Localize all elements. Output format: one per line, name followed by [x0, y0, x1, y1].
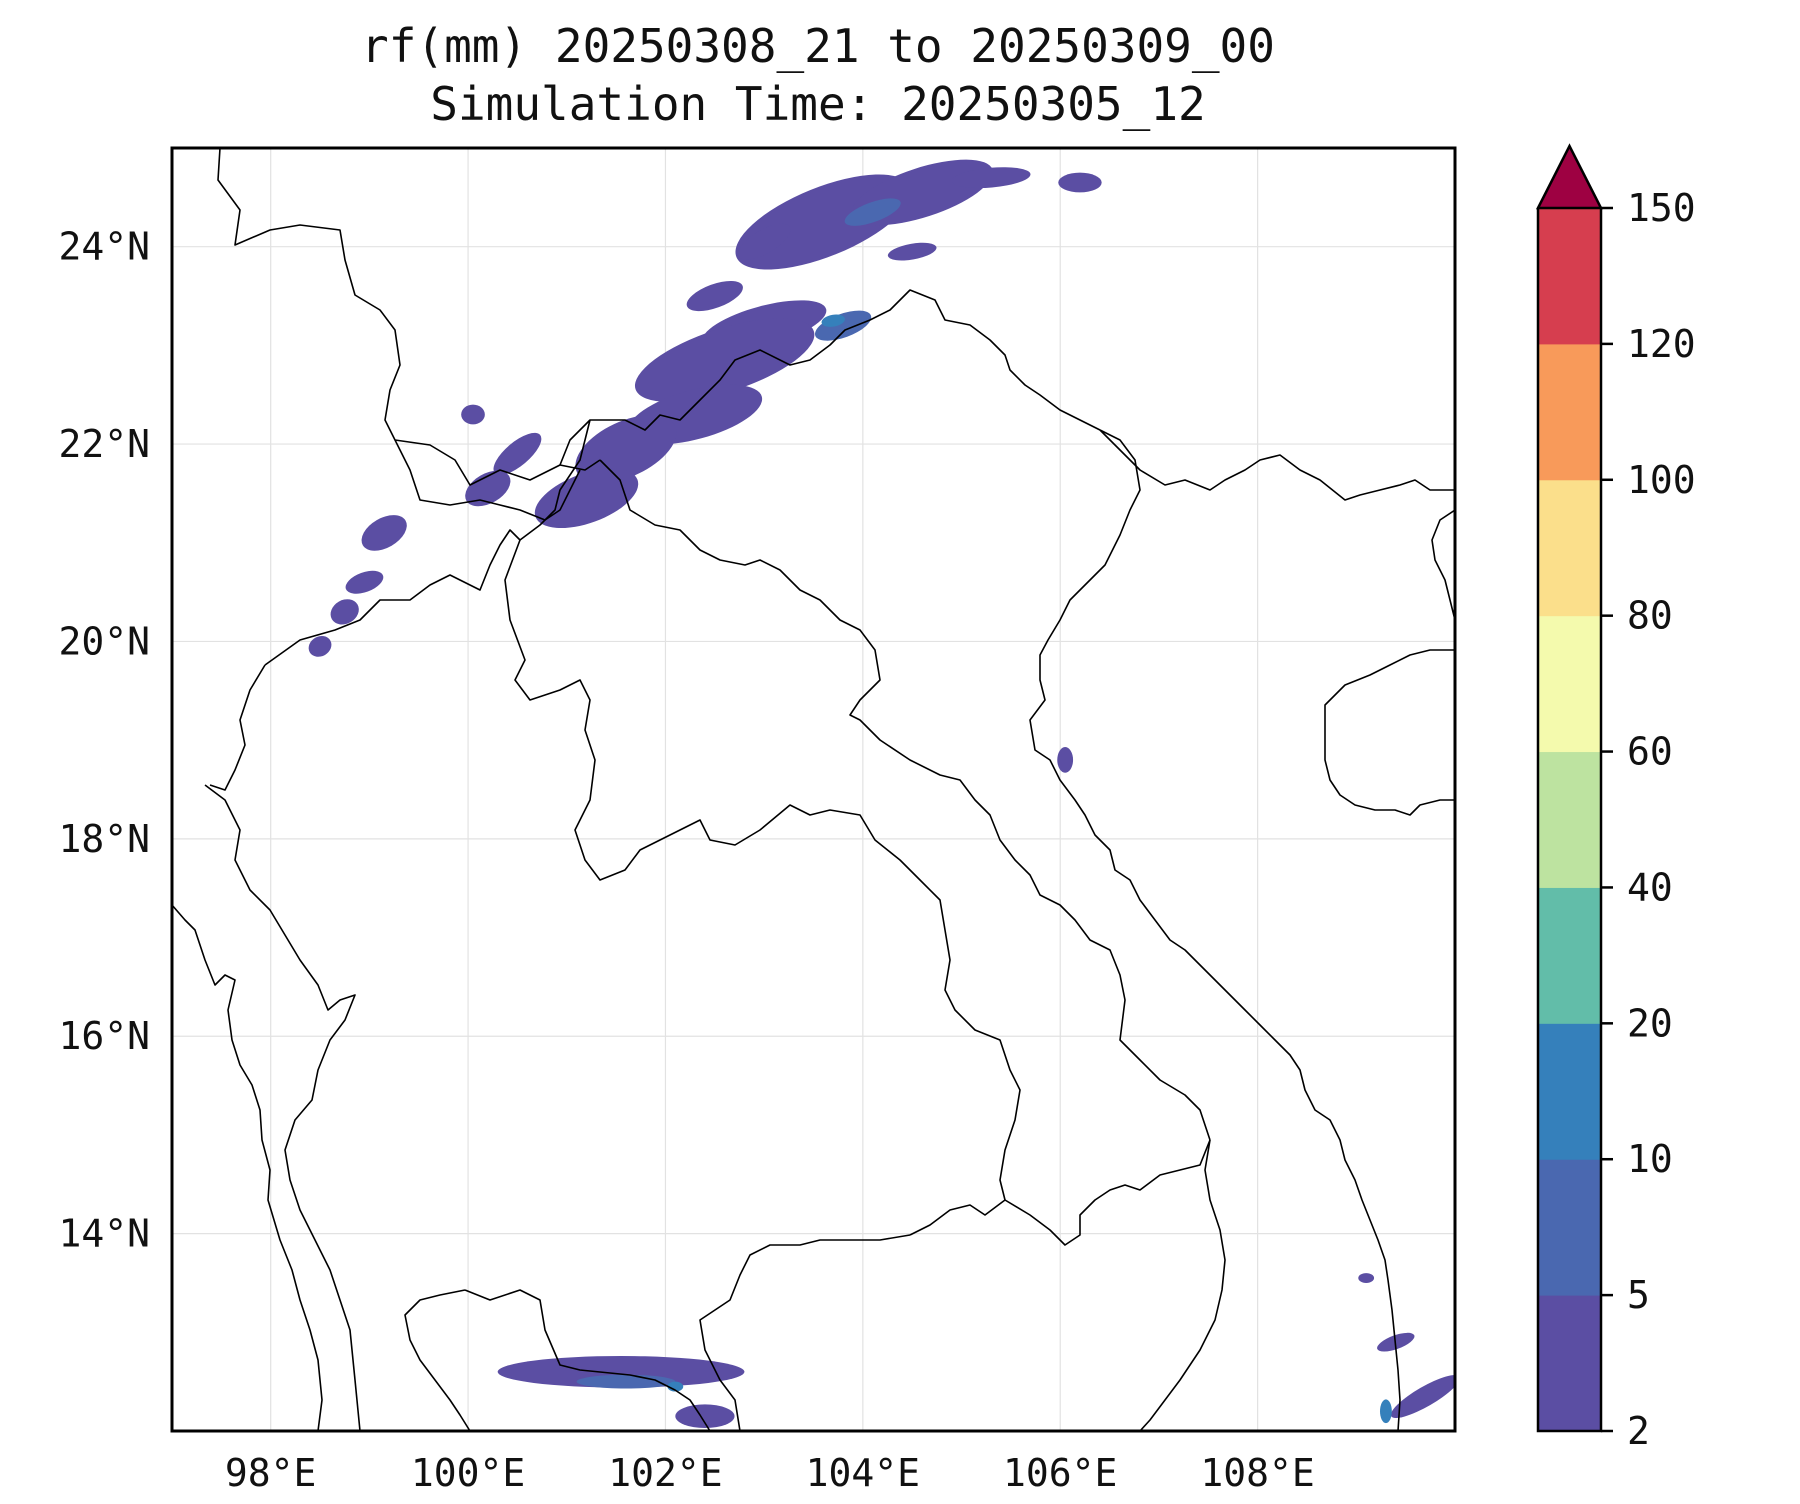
rain-area: [308, 635, 332, 657]
colorbar-tick-label: 10: [1627, 1137, 1673, 1181]
gridlines: [172, 148, 1455, 1431]
x-tick-label: 102°E: [608, 1451, 722, 1495]
colorbar-segment: [1538, 751, 1601, 888]
rain-area: [634, 318, 815, 402]
border-cambodia: [1139, 1139, 1226, 1431]
rain-area: [330, 599, 359, 625]
country-borders: [172, 148, 1455, 1431]
colorbar-tick-label: 40: [1627, 865, 1673, 909]
border-cambodia-thailand: [699, 1234, 911, 1431]
title-line-2: Simulation Time: 20250305_12: [430, 77, 1205, 131]
colorbar-segment: [1538, 1295, 1601, 1432]
colorbar-tick-label: 120: [1627, 322, 1696, 366]
colorbar-tick-label: 20: [1627, 1001, 1673, 1045]
rain-area: [345, 570, 384, 594]
rain-area: [821, 314, 845, 327]
rain-area: [686, 280, 743, 312]
rain-area: [675, 1404, 735, 1429]
map-frame: [170, 146, 1457, 1433]
colorbar-tick-label: 150: [1627, 186, 1696, 230]
title-line-1: rf(mm) 20250308_21 to 20250309_00: [361, 19, 1275, 73]
colorbar-segment: [1538, 343, 1601, 481]
y-tick-label: 14°N: [58, 1212, 150, 1256]
border-thailand-myanmar-north: [519, 419, 591, 541]
rain-area: [1390, 1374, 1455, 1418]
rain-area: [493, 432, 542, 476]
border-thailand-laos-north: [264, 529, 1021, 1236]
coast-vietnam: [1029, 429, 1401, 1431]
colorbar-tick-label: 60: [1627, 730, 1673, 774]
rain-area: [534, 468, 639, 529]
rain-area: [465, 470, 511, 507]
y-tick-label: 20°N: [58, 619, 150, 663]
colorbar-segment: [1538, 1159, 1601, 1296]
coast-gulf-thailand: [404, 1289, 471, 1431]
rainfall-contours: [308, 159, 1455, 1429]
rain-area: [844, 198, 901, 226]
coast-china-south: [1099, 429, 1455, 501]
coast-gulf-west: [209, 664, 266, 791]
border-golden-triangle: [394, 439, 581, 521]
colorbar-segment: [1538, 887, 1601, 1024]
x-tick-label: 98°E: [225, 1451, 317, 1495]
border-west: [172, 904, 323, 1431]
colorbar-tick-label: 2: [1627, 1409, 1650, 1453]
latitude-ticks: 24°N 22°N 20°N 18°N 16°N 14°N: [58, 225, 150, 1256]
border-thailand-north: [204, 784, 361, 1431]
colorbar-tick-label: 80: [1627, 594, 1673, 638]
x-tick-label: 100°E: [411, 1451, 525, 1495]
rain-area: [461, 404, 485, 425]
y-tick-label: 22°N: [58, 422, 150, 466]
border-vietnam-china: [559, 289, 1101, 466]
y-tick-label: 16°N: [58, 1014, 150, 1058]
rain-area: [1057, 747, 1074, 773]
colorbar-segment: [1538, 1023, 1601, 1160]
colorbar-tick-label: 5: [1627, 1273, 1650, 1317]
rain-area: [576, 1374, 676, 1389]
rain-area: [814, 310, 872, 341]
colorbar: 2 5 10 20 40 60 80 100 120 150: [1535, 143, 1696, 1453]
rain-area: [361, 515, 407, 551]
y-tick-label: 18°N: [58, 817, 150, 861]
colorbar-segment: [1538, 208, 1601, 345]
border-myanmar-china: [217, 148, 601, 486]
rain-area: [737, 223, 791, 260]
colorbar-segment: [1538, 479, 1601, 617]
x-tick-label: 106°E: [1003, 1451, 1117, 1495]
border-laos-vietnam: [599, 459, 1211, 1141]
rain-area: [887, 242, 937, 261]
border-cambodia-laos: [1004, 1139, 1211, 1246]
y-tick-label: 24°N: [58, 225, 150, 269]
rain-area: [1058, 172, 1102, 193]
colorbar-tick-label: 100: [1627, 458, 1696, 502]
coast-leizhou: [1431, 509, 1455, 621]
map-panel: 98°E 100°E 102°E 104°E 106°E 108°E 24°N 22°N 20…: [58, 146, 1457, 1495]
longitude-ticks: 98°E 100°E 102°E 104°E 106°E 108°E: [225, 1451, 1315, 1495]
x-tick-label: 104°E: [806, 1451, 920, 1495]
rain-area: [575, 415, 677, 483]
hainan-island: [1324, 649, 1455, 816]
rain-area: [1358, 1273, 1375, 1283]
coast-gulf-east: [464, 1289, 711, 1431]
colorbar-extend-arrow: [1535, 143, 1604, 210]
x-tick-label: 108°E: [1200, 1451, 1314, 1495]
colorbar-segment: [1538, 615, 1601, 753]
colorbar-frame: [1536, 208, 1603, 1433]
rain-area: [1379, 1399, 1392, 1424]
rain-area: [951, 167, 1031, 189]
